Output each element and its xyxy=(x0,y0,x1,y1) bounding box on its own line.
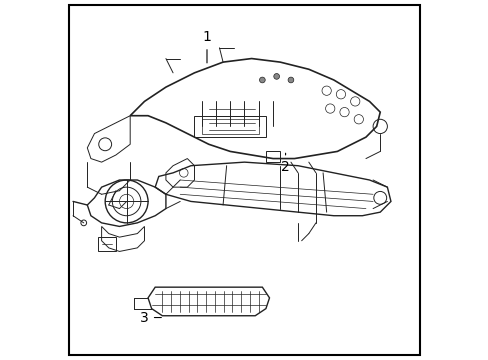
Circle shape xyxy=(273,73,279,79)
Text: 3: 3 xyxy=(140,311,161,324)
Circle shape xyxy=(287,77,293,83)
Circle shape xyxy=(259,77,264,83)
Text: 2: 2 xyxy=(281,153,289,175)
Text: 1: 1 xyxy=(202,30,211,63)
